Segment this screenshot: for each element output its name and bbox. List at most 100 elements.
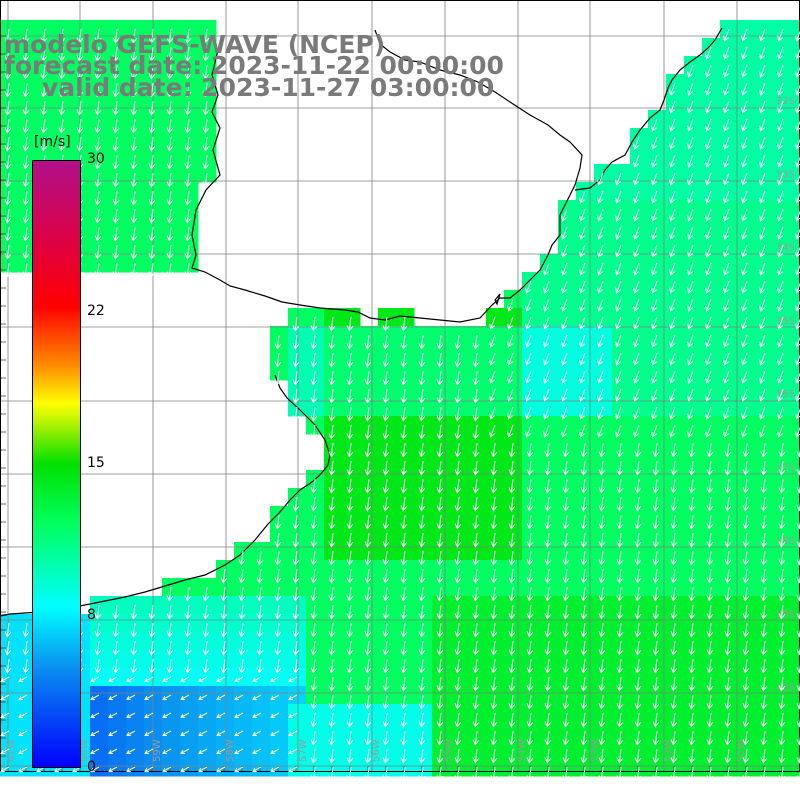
wind-arrow bbox=[742, 550, 750, 566]
wind-arrow bbox=[112, 658, 120, 674]
wind-arrow bbox=[144, 676, 154, 682]
wind-arrow bbox=[94, 64, 102, 80]
wind-arrow bbox=[76, 118, 84, 134]
wind-arrow bbox=[508, 712, 516, 728]
wind-arrow bbox=[310, 568, 318, 584]
wind-arrow bbox=[472, 370, 480, 386]
colorbar-tick: 30 bbox=[87, 151, 105, 167]
wind-arrow bbox=[652, 442, 660, 458]
wind-arrow bbox=[202, 28, 210, 44]
wind-arrow bbox=[346, 730, 354, 746]
wind-arrow bbox=[418, 568, 426, 584]
wind-arrow bbox=[724, 568, 732, 584]
wind-arrow bbox=[651, 172, 658, 186]
wind-arrow bbox=[543, 334, 550, 348]
wind-arrow bbox=[615, 280, 622, 294]
wind-arrow bbox=[723, 172, 730, 186]
longitude-label: 55W bbox=[444, 739, 455, 762]
wind-arrow bbox=[651, 316, 658, 330]
wind-arrow bbox=[598, 640, 606, 656]
wind-arrow bbox=[652, 568, 660, 584]
wind-arrow bbox=[0, 712, 10, 718]
wind-arrow bbox=[544, 586, 552, 602]
wind-speed-cell bbox=[288, 686, 307, 705]
wind-arrow bbox=[234, 694, 244, 700]
wind-arrow bbox=[94, 262, 102, 278]
wind-arrow bbox=[252, 766, 262, 772]
wind-arrow bbox=[544, 658, 552, 674]
wind-arrow bbox=[598, 586, 606, 602]
wind-arrow bbox=[633, 154, 640, 168]
wind-arrow bbox=[126, 712, 136, 718]
wind-arrow bbox=[382, 586, 390, 602]
wind-speed-cell bbox=[288, 704, 307, 723]
wind-arrow bbox=[652, 766, 660, 782]
wind-speed-cell bbox=[792, 506, 800, 525]
wind-arrow bbox=[741, 172, 748, 186]
wind-arrow bbox=[580, 568, 588, 584]
wind-arrow bbox=[615, 226, 622, 240]
wind-arrow bbox=[724, 496, 732, 512]
wind-arrow bbox=[162, 712, 172, 718]
wind-arrow bbox=[508, 514, 516, 530]
wind-arrow bbox=[778, 604, 786, 620]
wind-arrow bbox=[198, 694, 208, 700]
wind-arrow bbox=[328, 460, 336, 476]
colorbar-tick: 0 bbox=[87, 759, 96, 775]
wind-arrow bbox=[634, 604, 642, 620]
wind-arrow bbox=[526, 730, 534, 746]
wind-arrow bbox=[742, 640, 750, 656]
wind-arrow bbox=[436, 766, 444, 782]
wind-arrow bbox=[382, 658, 390, 674]
wind-arrow bbox=[310, 766, 318, 782]
wind-arrow bbox=[400, 766, 408, 782]
wind-arrow bbox=[472, 694, 480, 710]
wind-arrow bbox=[669, 172, 676, 186]
wind-arrow bbox=[328, 568, 336, 584]
wind-arrow bbox=[544, 748, 552, 764]
wind-arrow bbox=[454, 712, 462, 728]
wind-arrow bbox=[126, 766, 136, 772]
wind-arrow bbox=[202, 658, 210, 674]
wind-arrow bbox=[562, 532, 570, 548]
wind-arrow bbox=[490, 442, 498, 458]
wind-arrow bbox=[346, 388, 354, 404]
wind-speed-cell bbox=[792, 650, 800, 669]
wind-arrow bbox=[777, 316, 784, 330]
wind-speed-cell bbox=[126, 740, 145, 759]
wind-arrow bbox=[778, 622, 786, 638]
wind-arrow bbox=[220, 604, 228, 620]
wind-arrow bbox=[202, 118, 210, 134]
wind-arrow bbox=[18, 730, 28, 736]
wind-arrow bbox=[670, 676, 678, 692]
wind-arrow bbox=[759, 388, 766, 402]
wind-arrow bbox=[760, 532, 768, 548]
wind-arrow bbox=[144, 766, 154, 772]
wind-arrow bbox=[252, 694, 262, 700]
wind-arrow bbox=[669, 244, 676, 258]
wind-arrow bbox=[90, 694, 100, 700]
wind-arrow bbox=[288, 712, 298, 718]
wind-arrow bbox=[472, 550, 480, 566]
wind-arrow bbox=[400, 676, 408, 692]
wind-arrow bbox=[561, 316, 568, 330]
wind-arrow bbox=[579, 226, 586, 240]
wind-arrow bbox=[633, 244, 640, 258]
wind-arrow bbox=[615, 172, 622, 186]
wind-arrow bbox=[759, 244, 766, 258]
wind-arrow bbox=[651, 118, 658, 132]
wind-arrow bbox=[310, 334, 318, 350]
wind-arrow bbox=[220, 640, 228, 656]
wind-arrow bbox=[544, 694, 552, 710]
wind-arrow bbox=[706, 532, 714, 548]
wind-arrow bbox=[615, 424, 622, 438]
wind-arrow bbox=[741, 334, 748, 348]
wind-arrow bbox=[166, 172, 174, 188]
wind-arrow bbox=[400, 640, 408, 656]
wind-speed-cell bbox=[90, 704, 109, 723]
wind-arrow bbox=[198, 676, 208, 682]
wind-arrow bbox=[723, 208, 730, 222]
wind-arrow bbox=[472, 604, 480, 620]
wind-arrow bbox=[310, 694, 318, 710]
